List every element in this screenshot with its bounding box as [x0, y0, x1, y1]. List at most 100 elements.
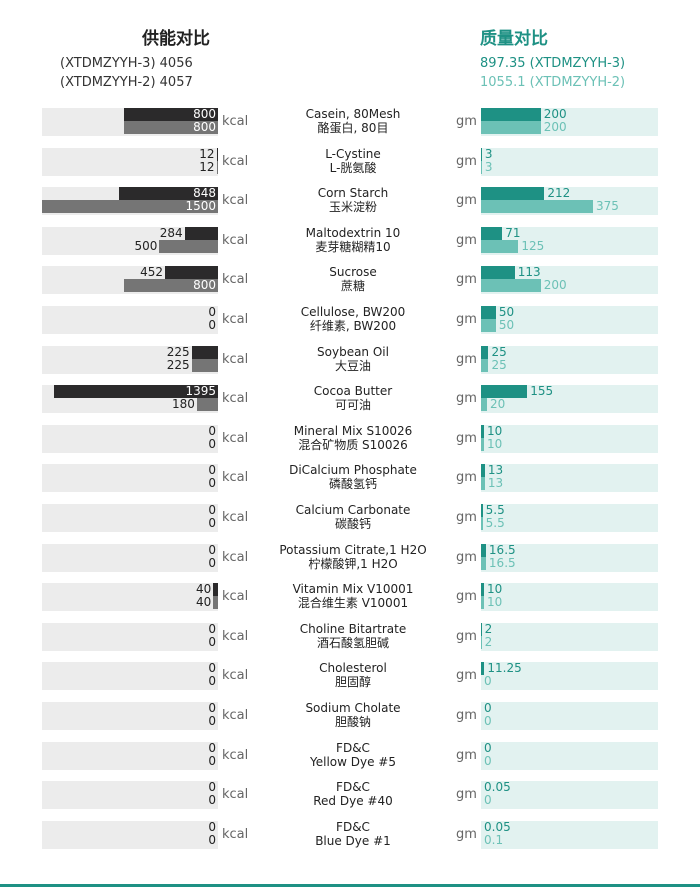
- ingredient-row: 1395 180 kcal Cocoa Butter 可可油 gm 155 20: [0, 383, 700, 415]
- mass-track: [481, 148, 658, 176]
- energy-track: [42, 544, 218, 572]
- energy-track: [42, 702, 218, 730]
- gm-unit: gm: [456, 589, 477, 604]
- mass-value-a: 155: [530, 384, 554, 398]
- mass-value-b: 25: [491, 358, 507, 372]
- mass-bar-a: [481, 346, 489, 359]
- mass-value-b: 16.5: [488, 556, 516, 570]
- ingredient-row: 0 0 kcal Calcium Carbonate 碳酸钙 gm 5.5 5.5: [0, 502, 700, 534]
- ingredient-name-cn: 碳酸钙: [334, 517, 371, 531]
- mass-value-b: 10: [486, 595, 503, 609]
- energy-value-a: 0: [208, 503, 216, 517]
- kcal-unit: kcal: [222, 629, 249, 644]
- ingredient-name-cn: 柠檬酸钾,1 H2O: [308, 557, 398, 571]
- ingredient-row: 0 0 kcal Potassium Citrate,1 H2O 柠檬酸钾,1 H2O g…: [0, 542, 700, 574]
- mass-bar-b: [481, 240, 519, 253]
- energy-value-b: 800: [193, 278, 216, 292]
- gm-unit: gm: [456, 629, 477, 644]
- ingredient-name-cn: 可可油: [334, 398, 371, 412]
- mass-bar-b: [481, 557, 486, 570]
- energy-track: [42, 504, 218, 532]
- bottom-divider: [0, 884, 700, 887]
- ingredient-row: 40 40 kcal Vitamin Mix V10001 混合维生素 V10001 gm…: [0, 581, 700, 613]
- mass-bar-b: [481, 398, 487, 411]
- kcal-unit: kcal: [222, 510, 249, 525]
- mass-bar-a: [481, 504, 483, 517]
- ingredient-name-cn: 磷酸氢钙: [328, 477, 377, 491]
- ingredient-name-cn: 玉米淀粉: [328, 200, 377, 214]
- energy-value-b: 12: [199, 160, 215, 174]
- mass-bar-b: [481, 279, 541, 292]
- energy-value-b: 0: [208, 318, 216, 332]
- energy-value-b: 0: [208, 516, 216, 530]
- mass-bar-a: [481, 108, 541, 121]
- energy-value-a: 225: [166, 345, 190, 359]
- mass-value-b: 0: [484, 714, 492, 728]
- gm-unit: gm: [456, 193, 477, 208]
- kcal-unit: kcal: [222, 193, 249, 208]
- ingredient-row: 0 0 kcal Choline Bitartrate 酒石酸氢胆碱 gm 2 2: [0, 621, 700, 653]
- ingredient-row: 0 0 kcal DiCalcium Phosphate 磷酸氢钙 gm 13 13: [0, 462, 700, 494]
- mass-value-b: 0.1: [484, 833, 504, 847]
- mass-bar-a: [481, 583, 484, 596]
- energy-value-a: 284: [159, 226, 183, 240]
- energy-bar-a: [54, 385, 218, 398]
- ingredient-name-cn: L-胱氨酸: [329, 161, 377, 175]
- energy-bar-b: [42, 200, 218, 213]
- energy-bar-a: [164, 266, 218, 279]
- gm-unit: gm: [456, 470, 477, 485]
- energy-total-b: (XTDMZYYH-2) 4057: [60, 75, 193, 90]
- energy-bar-b: [159, 240, 218, 253]
- energy-track: [42, 464, 218, 492]
- kcal-unit: kcal: [222, 272, 249, 287]
- mass-bar-a: [481, 266, 515, 279]
- kcal-unit: kcal: [222, 233, 249, 248]
- energy-value-b: 0: [208, 437, 216, 451]
- mass-bar-a: [481, 306, 496, 319]
- energy-track: [42, 821, 218, 849]
- mass-bar-b: [481, 121, 541, 134]
- kcal-unit: kcal: [222, 312, 249, 327]
- ingredient-name-cn: 混合矿物质 S10026: [298, 438, 408, 452]
- energy-value-b: 0: [208, 556, 216, 570]
- mass-bar-b: [481, 477, 485, 490]
- ingredient-name: FD&C: [336, 780, 370, 794]
- ingredient-name: DiCalcium Phosphate: [289, 463, 417, 477]
- energy-value-b: 500: [134, 239, 158, 253]
- mass-value-a: 5.5: [485, 503, 505, 517]
- energy-value-a: 0: [208, 305, 216, 319]
- mass-value-a: 113: [517, 265, 541, 279]
- mass-value-b: 20: [489, 397, 506, 411]
- energy-track: [42, 306, 218, 334]
- mass-track: [481, 702, 658, 730]
- mass-bar-b: [481, 161, 482, 174]
- ingredient-name: FD&C: [336, 741, 370, 755]
- ingredient-row: 0 0 kcal Cholesterol 胆固醇 gm 11.25 0: [0, 660, 700, 692]
- ingredient-row: 12 12 kcal L-Cystine L-胱氨酸 gm 3 3: [0, 146, 700, 178]
- energy-value-a: 0: [208, 622, 216, 636]
- energy-bar-b: [196, 398, 218, 411]
- energy-bar-a: [213, 583, 218, 596]
- kcal-unit: kcal: [222, 550, 249, 565]
- energy-bar-a: [191, 346, 218, 359]
- gm-unit: gm: [456, 114, 477, 129]
- mass-comparison-title: 质量对比: [480, 29, 548, 49]
- mass-value-b: 10: [486, 437, 503, 451]
- energy-bar-b: [191, 359, 218, 372]
- gm-unit: gm: [456, 272, 477, 287]
- ingredient-name: Sucrose: [329, 265, 377, 279]
- energy-track: [42, 425, 218, 453]
- mass-total-a: 897.35 (XTDMZYYH-3): [480, 56, 626, 71]
- mass-track: [481, 464, 658, 492]
- mass-bar-b: [481, 200, 593, 213]
- ingredient-name: Cellulose, BW200: [300, 305, 406, 319]
- ingredient-name-cn: 蔗糖: [340, 279, 365, 293]
- mass-bar-a: [481, 148, 482, 161]
- kcal-unit: kcal: [222, 154, 249, 169]
- mass-track: [481, 781, 658, 809]
- mass-bar-b: [481, 596, 484, 609]
- energy-value-b: 40: [196, 595, 212, 609]
- ingredient-name: Mineral Mix S10026: [293, 424, 413, 438]
- ingredient-row: 0 0 kcal FD&C Red Dye #40 gm 0.05 0: [0, 779, 700, 811]
- energy-value-a: 800: [193, 107, 216, 121]
